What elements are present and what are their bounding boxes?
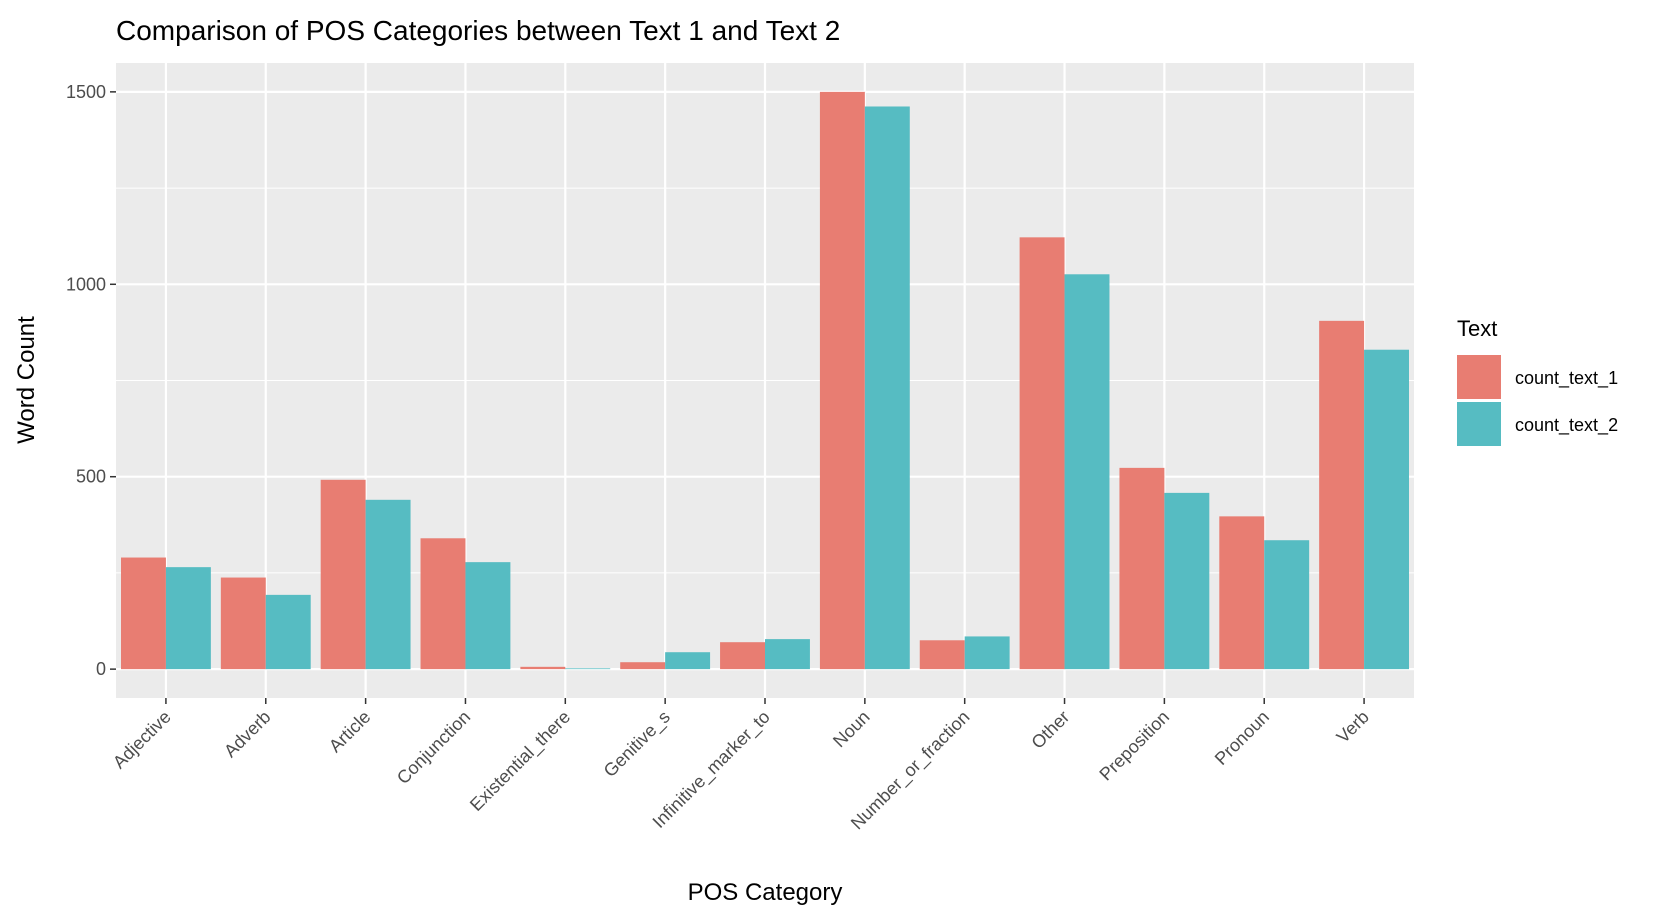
bar-count_text_1-pronoun xyxy=(1219,516,1265,670)
x-tick-label: Adjective xyxy=(109,707,175,773)
x-tick-label: Article xyxy=(325,707,375,757)
bar-count_text_2-genitive_s xyxy=(665,652,711,670)
x-axis-title: POS Category xyxy=(688,879,843,906)
bar-count_text_1-number_or_fraction xyxy=(919,640,965,670)
bar-count_text_2-infinitive_marker_to xyxy=(765,639,810,670)
bar-count_text_1-adjective xyxy=(120,557,166,670)
x-tick-label: Verb xyxy=(1333,707,1373,747)
legend-label-count_text_1: count_text_1 xyxy=(1515,368,1618,389)
bar-count_text_1-genitive_s xyxy=(620,662,666,670)
x-tick-label: Other xyxy=(1027,707,1073,753)
bars xyxy=(120,91,1410,670)
x-tick-label: Pronoun xyxy=(1211,707,1273,769)
bar-count_text_2-conjunction xyxy=(465,562,511,670)
x-tick-label: Adverb xyxy=(220,707,274,761)
legend-swatch-count_text_2 xyxy=(1457,402,1501,446)
bar-count_text_1-noun xyxy=(819,91,865,670)
y-tick-label: 500 xyxy=(76,467,106,487)
legend-items: count_text_1 count_text_2 xyxy=(1457,355,1618,446)
bar-count_text_2-verb xyxy=(1364,349,1410,670)
legend-label-count_text_2: count_text_2 xyxy=(1515,415,1618,436)
bar-count_text_1-infinitive_marker_to xyxy=(720,642,765,670)
legend-swatch-count_text_1 xyxy=(1457,355,1501,399)
x-tick-label: Existential_there xyxy=(466,707,575,816)
bar-count_text_2-noun xyxy=(864,106,910,670)
x-axis-ticks: Adjective Adverb Article ConjunctionExisten… xyxy=(109,698,1373,834)
bar-count_text_2-pronoun xyxy=(1264,540,1310,670)
bar-count_text_1-preposition xyxy=(1119,467,1165,670)
bar-count_text_1-conjunction xyxy=(420,538,466,670)
y-tick-label: 1000 xyxy=(66,274,106,294)
bar-count_text_1-verb xyxy=(1319,320,1365,670)
x-tick-label: Genitive_s xyxy=(600,707,675,782)
x-tick-label: Noun xyxy=(829,707,874,752)
bar-count_text_2-adverb xyxy=(265,594,311,670)
bar-count_text_1-article xyxy=(320,479,366,670)
y-axis-title: Word Count xyxy=(13,316,40,444)
legend: Text count_text_1 count_text_2 xyxy=(1457,316,1618,446)
bar-count_text_2-other xyxy=(1064,274,1110,670)
bar-count_text_2-existential_there xyxy=(565,668,611,670)
x-tick-label: Preposition xyxy=(1095,707,1173,785)
x-tick-label: Conjunction xyxy=(393,707,474,788)
y-axis-ticks: 0 500 1000 1500 xyxy=(66,82,116,679)
bar-count_text_2-article xyxy=(365,499,411,670)
bar-count_text_1-existential_there xyxy=(520,666,566,670)
y-tick-label: 1500 xyxy=(66,82,106,102)
bar-count_text_2-preposition xyxy=(1164,492,1210,670)
chart-title: Comparison of POS Categories between Tex… xyxy=(116,15,840,46)
bar-count_text_2-adjective xyxy=(165,567,211,670)
y-tick-label: 0 xyxy=(96,659,106,679)
bar-count_text_1-adverb xyxy=(220,577,266,670)
bar-count_text_1-other xyxy=(1019,237,1065,670)
legend-title: Text xyxy=(1457,316,1497,341)
bar-count_text_2-number_or_fraction xyxy=(964,636,1010,670)
